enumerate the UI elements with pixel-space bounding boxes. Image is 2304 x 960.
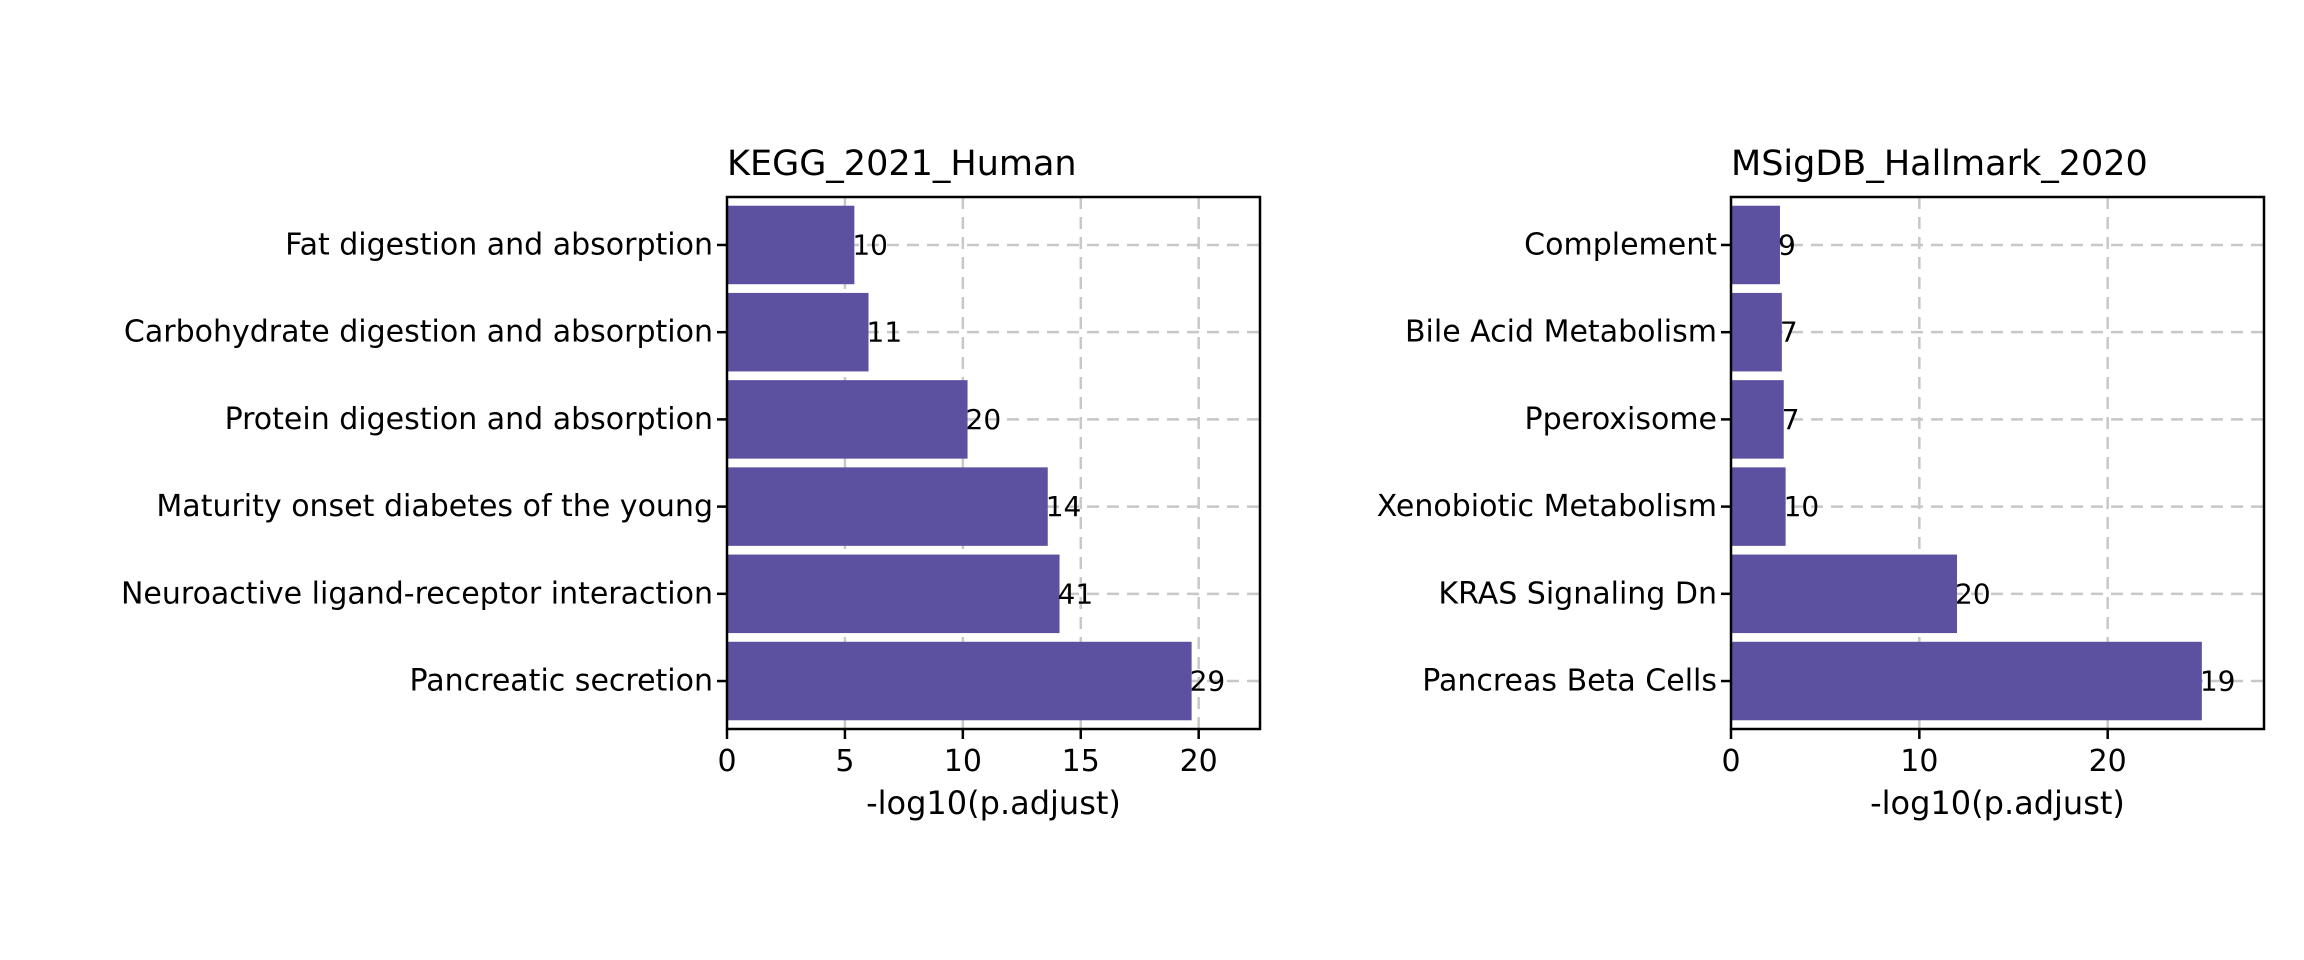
kegg-category-label-3: Maturity onset diabetes of the young [156,489,713,524]
msigdb-bar-label-4: 20 [1955,577,1991,610]
kegg-category-label-2: Protein digestion and absorption [225,402,713,437]
msigdb-bar-2 [1731,380,1784,459]
msigdb-chart-title: MSigDB_Hallmark_2020 [1731,144,2148,184]
msigdb-category-label-1: Bile Acid Metabolism [1405,315,1717,350]
kegg-category-label-0: Fat digestion and absorption [285,227,713,262]
kegg-category-label-1: Carbohydrate digestion and absorption [124,315,713,350]
msigdb-category-label-4: KRAS Signaling Dn [1438,576,1717,611]
msigdb-bar-label-0: 9 [1778,228,1796,261]
kegg-bar-2 [727,380,968,459]
kegg-x-axis-label: -log10(p.adjust) [866,784,1121,822]
msigdb-bar-5 [1731,641,2202,721]
msigdb-bar-label-3: 10 [1784,490,1820,523]
kegg-xtick-label-4: 20 [1180,744,1218,779]
kegg-bar-label-2: 20 [966,403,1002,436]
msigdb-xtick-label-2: 20 [2089,744,2127,779]
kegg-bar-label-4: 41 [1058,577,1094,610]
kegg-bar-1 [727,292,869,372]
msigdb-panel: 9 Complement 7 Bile Acid Metabolism 7 Pperoxi… [1377,144,2266,822]
msigdb-bar-label-1: 7 [1780,316,1798,349]
kegg-xtick-label-1: 5 [835,744,854,779]
kegg-bar-0 [727,205,855,285]
kegg-xtick-label-0: 0 [717,744,736,779]
kegg-category-label-4: Neuroactive ligand-receptor interaction [121,576,713,611]
msigdb-axes-frame [1729,195,2266,731]
kegg-bar-label-5: 29 [1190,665,1226,698]
msigdb-bar-label-2: 7 [1782,403,1800,436]
msigdb-xtick-label-0: 0 [1721,744,1740,779]
kegg-bar-5 [727,641,1192,721]
msigdb-bar-0 [1731,205,1780,285]
kegg-bar-label-1: 11 [867,316,903,349]
kegg-chart-title: KEGG_2021_Human [727,144,1077,184]
kegg-bar-4 [727,554,1060,634]
kegg-panel: 10 Fat digestion and absorption 11 Carbohyd… [121,144,1262,822]
kegg-xtick-label-2: 10 [944,744,982,779]
kegg-bar-3 [727,467,1048,546]
kegg-bar-label-3: 14 [1046,490,1082,523]
msigdb-bar-label-5: 19 [2200,665,2236,698]
msigdb-bar-3 [1731,467,1786,546]
msigdb-xtick-label-1: 10 [1900,744,1938,779]
msigdb-bar-1 [1731,292,1782,372]
kegg-bar-label-0: 10 [852,228,888,261]
kegg-category-label-5: Pancreatic secretion [410,664,713,699]
kegg-axes-frame [725,195,1262,731]
msigdb-category-label-3: Xenobiotic Metabolism [1377,489,1717,524]
msigdb-bar-4 [1731,554,1958,634]
msigdb-x-axis-label: -log10(p.adjust) [1870,784,2125,822]
msigdb-category-label-0: Complement [1524,227,1717,262]
msigdb-category-label-2: Pperoxisome [1525,402,1717,437]
kegg-xtick-label-3: 15 [1062,744,1100,779]
msigdb-category-label-5: Pancreas Beta Cells [1422,664,1717,699]
